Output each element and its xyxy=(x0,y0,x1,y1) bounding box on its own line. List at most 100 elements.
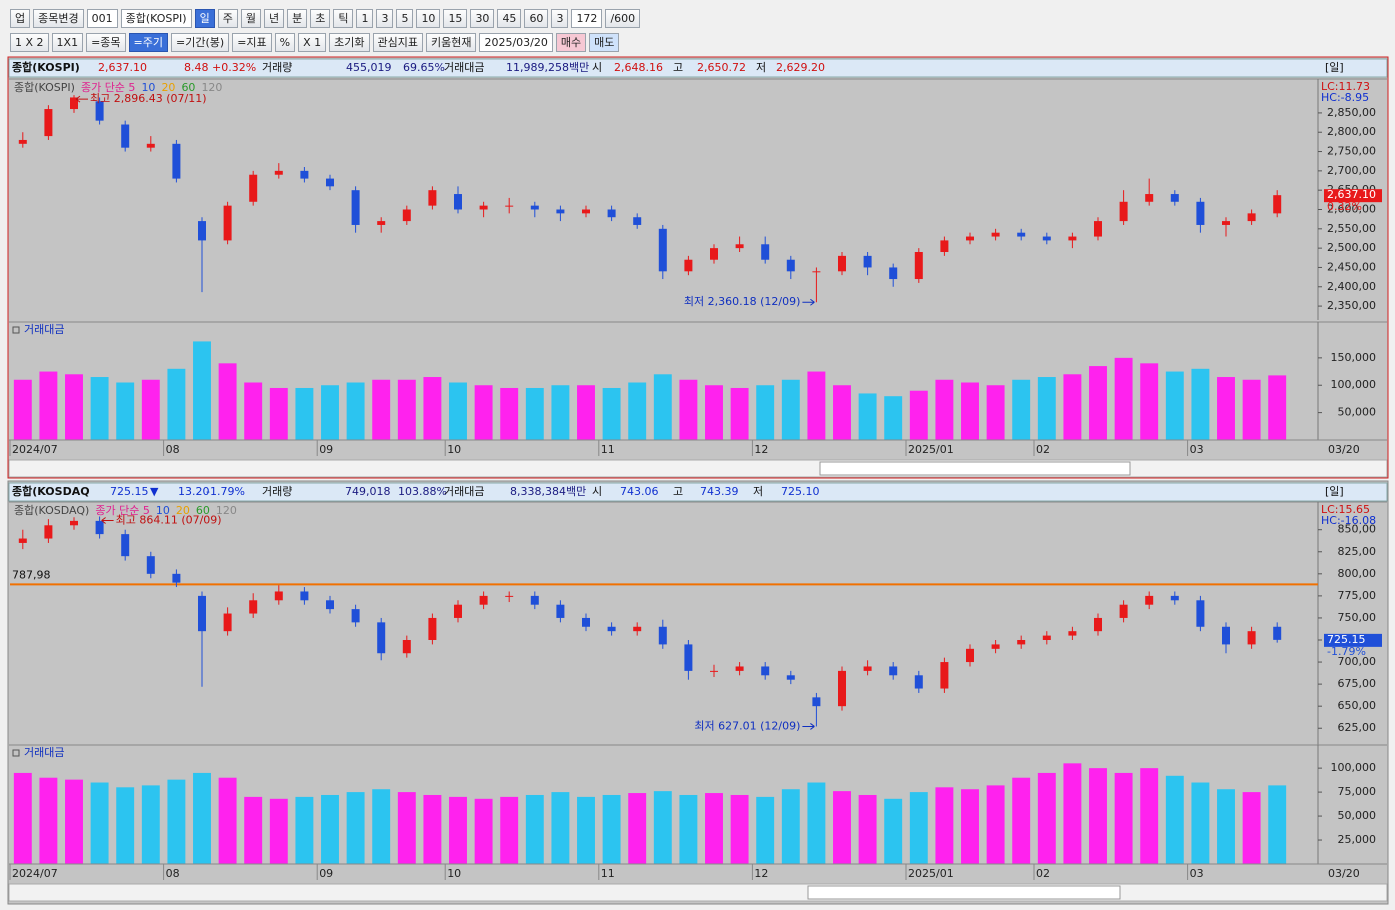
toolbar-button[interactable]: 키움현재 xyxy=(426,32,477,52)
volume-bar xyxy=(1037,772,1056,864)
candle-body xyxy=(582,209,590,214)
toolbar-button[interactable]: 일 xyxy=(194,8,215,28)
candle-body xyxy=(454,194,462,210)
panel-icon xyxy=(12,749,20,757)
volume-bar xyxy=(1268,785,1287,864)
legend-entry: 종합(KOSPI) xyxy=(14,81,75,94)
candle-body xyxy=(914,675,923,689)
toolbar-button[interactable]: =지표 xyxy=(232,32,272,52)
toolbar-button[interactable]: 매도 xyxy=(589,32,620,52)
y-tick-label: 100,000 xyxy=(1331,761,1377,774)
toolbar-button[interactable]: 매수 xyxy=(555,32,587,52)
toolbar-button[interactable]: 3 xyxy=(551,8,569,28)
toolbar-button[interactable]: 분 xyxy=(287,8,308,28)
annotation: 최고 2,896.43 (07/11) xyxy=(90,92,207,105)
volume-bar xyxy=(141,785,160,864)
header-field: 725.15 xyxy=(110,485,149,498)
x-tick-label: 10 xyxy=(447,443,461,456)
scroll-thumb[interactable] xyxy=(807,885,1121,900)
candle-body xyxy=(1094,617,1102,632)
toolbar-button[interactable]: 10 xyxy=(416,8,441,28)
volume-bar xyxy=(1140,768,1159,864)
volume-bar xyxy=(884,396,903,440)
toolbar-button[interactable]: 년 xyxy=(263,8,285,28)
volume-bar xyxy=(449,796,467,864)
candle-body xyxy=(454,604,462,618)
toolbar-button[interactable]: 틱 xyxy=(333,8,354,28)
toolbar-button[interactable]: 2025/03/20 xyxy=(479,32,553,52)
candle-body xyxy=(991,232,1000,237)
toolbar-button[interactable]: 45 xyxy=(497,8,522,28)
toolbar-button[interactable]: 업 xyxy=(10,8,31,28)
header-field: 2,648.16 xyxy=(614,61,663,74)
candle-body xyxy=(505,205,514,207)
volume-bar xyxy=(628,793,647,864)
toolbar-button[interactable]: 종목변경 xyxy=(33,8,84,28)
toolbar-button[interactable]: % xyxy=(274,32,296,52)
toolbar-button[interactable]: 5 xyxy=(396,8,414,28)
y-tick-label: 100,000 xyxy=(1331,378,1377,391)
toolbar-button[interactable]: 3 xyxy=(376,8,394,28)
header-field: 저 xyxy=(756,61,766,74)
candle-body xyxy=(838,670,846,707)
volume-bar xyxy=(1268,375,1287,440)
toolbar-button[interactable]: 종합(KOSPI) xyxy=(120,8,192,28)
toolbar-button[interactable]: =종목 xyxy=(86,32,126,52)
toolbar-button[interactable]: X 1 xyxy=(298,32,327,52)
volume-bar xyxy=(551,385,570,440)
candle-body xyxy=(633,217,642,225)
toolbar-button[interactable]: 초 xyxy=(310,8,331,28)
candle-body xyxy=(556,209,565,214)
volume-bar xyxy=(167,779,186,864)
candle-body xyxy=(607,209,616,218)
toolbar-button[interactable]: 1X1 xyxy=(51,32,84,52)
y-tick-label: 800,00 xyxy=(1338,567,1377,580)
toolbar-button[interactable]: =기간(봉) xyxy=(171,32,230,52)
toolbar-button[interactable]: 001 xyxy=(86,8,118,28)
toolbar-button[interactable]: 172 xyxy=(571,8,603,28)
toolbar-button[interactable]: =주기 xyxy=(128,32,169,52)
volume-bar xyxy=(116,787,135,864)
candle-body xyxy=(838,255,846,272)
toolbar-button[interactable]: 30 xyxy=(470,8,495,28)
toolbar-row: 1 X 2 1X1 =종목 =주기 =기간(봉) =지표% X 1 초기화 관심지표 키움현재 20… xyxy=(10,32,620,52)
toolbar-button[interactable]: 월 xyxy=(240,8,261,28)
candle-body xyxy=(505,595,514,597)
scroll-thumb[interactable] xyxy=(819,461,1131,476)
candle-body xyxy=(761,244,770,260)
volume-bar xyxy=(39,371,58,440)
header-field: 2,629.20 xyxy=(776,61,825,74)
candle-body xyxy=(1145,595,1154,605)
toolbar-button[interactable]: /600 xyxy=(605,8,641,28)
candle-body xyxy=(530,595,539,605)
volume-bar xyxy=(1089,768,1107,864)
volume-bar xyxy=(1063,763,1082,864)
y-tick-label: 2,750,00 xyxy=(1327,145,1376,158)
header-field: 시 xyxy=(592,61,602,74)
toolbar-button[interactable]: 15 xyxy=(443,8,468,28)
candle-body xyxy=(326,600,334,610)
toolbar-button[interactable]: 1 xyxy=(356,8,374,28)
toolbar-button[interactable]: 초기화 xyxy=(329,32,370,52)
volume-bar xyxy=(935,379,954,440)
volume-bar xyxy=(346,382,365,440)
volume-bar xyxy=(372,789,391,864)
candle-body xyxy=(1017,232,1026,237)
volume-bar xyxy=(193,341,211,440)
toolbar-button[interactable]: 1 X 2 xyxy=(10,32,49,52)
scrollbar[interactable] xyxy=(8,883,1388,902)
toolbar-button[interactable]: 주 xyxy=(217,8,238,28)
candle-body xyxy=(479,595,488,605)
candle-body xyxy=(351,190,360,225)
scrollbar[interactable] xyxy=(8,459,1388,478)
last-change: -1.79% xyxy=(1327,645,1366,658)
candle-body xyxy=(1273,626,1282,640)
toolbar-button[interactable]: 관심지표 xyxy=(372,32,423,52)
volume-bar xyxy=(602,794,621,864)
volume-bar xyxy=(781,789,800,864)
volume-bar xyxy=(13,379,32,440)
toolbar-button[interactable]: 60 xyxy=(524,8,549,28)
volume-bar xyxy=(756,796,775,864)
volume-bar xyxy=(1140,363,1159,440)
